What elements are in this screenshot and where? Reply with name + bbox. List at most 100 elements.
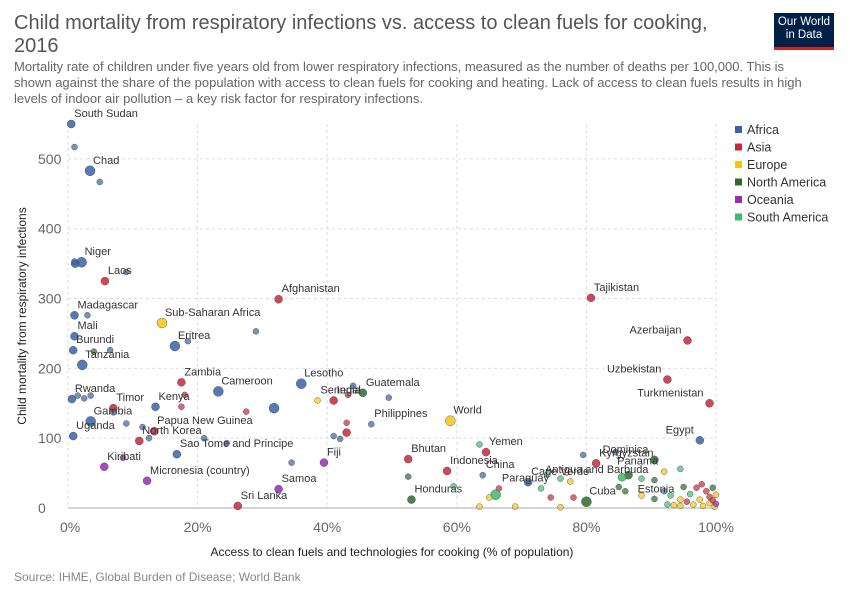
data-point [445,415,456,426]
data-point [84,165,96,176]
point-label: Egypt [666,424,694,436]
data-point [119,454,127,461]
point-label: Samoa [282,473,318,485]
data-point [106,347,114,354]
point-label: Kenya [158,391,190,403]
data-point [660,468,668,475]
data-point [349,382,357,390]
source-note: Source: IHME, Global Burden of Disease; … [14,570,301,584]
point-label: Lesotho [304,368,343,380]
point-label: Chad [93,155,119,167]
data-point [87,392,94,399]
chart-title: Child mortality from respiratory infecti… [14,12,708,57]
data-point [544,471,551,478]
point-label: Laos [108,265,132,277]
data-point [233,501,242,511]
data-point [67,394,77,404]
data-point [511,503,519,510]
data-point [450,483,457,490]
legend-swatch [735,213,742,221]
point-label: Guatemala [366,377,421,389]
point-label: Kiribati [107,451,141,463]
point-label: Antigua and Barbuda [545,464,649,476]
point-label: Philippines [374,408,428,420]
data-point [591,459,601,468]
legend-label: Africa [747,123,779,137]
legend-swatch [735,161,742,168]
data-point [537,485,545,492]
data-point [690,501,697,508]
data-point [703,488,710,495]
gridlines [67,124,717,509]
data-point [181,391,188,399]
data-point [71,258,78,265]
y-tick-label: 200 [38,360,62,376]
data-point [698,481,705,488]
data-point [523,477,533,487]
legend-label: North America [747,176,826,190]
data-point [705,399,714,408]
data-point [650,455,659,465]
data-point [252,328,260,335]
point-label: Mali [77,320,97,332]
data-point [617,473,627,482]
data-point [68,431,78,441]
data-point [213,386,224,397]
data-point [683,498,691,505]
legend: Africa Asia Europe North America Oceania Sout… [735,123,828,225]
data-point [184,337,192,345]
point-label: India [337,384,362,396]
data-point [67,119,76,129]
data-point [651,495,658,503]
y-tick-label: 500 [38,151,62,167]
data-point [663,375,672,384]
data-point [709,484,716,491]
data-point [149,427,159,436]
x-tick-label: 20% [184,519,212,535]
y-axis-title: Child mortality from respiratory infecti… [15,207,29,424]
data-point [70,311,79,320]
point-label: South Sudan [74,108,138,120]
data-point [557,504,564,511]
legend-label: Europe [747,158,787,172]
data-point [274,295,283,304]
data-point [319,458,329,467]
legend-swatch [735,178,742,186]
point-label: Tajikistan [594,282,639,294]
data-point [481,447,491,457]
data-point [223,439,230,447]
data-point [385,394,392,401]
logo-line1: Our World [777,16,831,28]
legend-swatch [735,196,742,203]
data-point [156,317,168,329]
legend-swatch [735,143,742,151]
data-point [586,293,596,303]
x-axis-title: Access to clean fuels and technologies f… [211,545,574,559]
data-point [80,395,88,402]
y-tick-label: 100 [38,430,62,446]
data-point [77,359,88,371]
point-label: Bhutan [411,443,446,455]
x-tick-label: 60% [443,519,471,535]
data-point [151,402,160,411]
data-point [123,420,130,427]
point-labels: South Sudan Chad Niger Laos Afghanistan Tajik… [74,108,703,502]
data-point [110,409,117,416]
point-label: Estonia [638,484,676,496]
point-label: Afghanistan [282,283,340,295]
data-point [651,476,658,484]
point-label: Senegal [320,384,360,396]
data-point [680,483,687,491]
point-label: Sao Tome and Principe [180,438,294,450]
data-point [100,276,110,286]
point-label: Tanzania [85,349,130,361]
data-point [579,451,587,459]
data-point [667,492,674,499]
owid-logo[interactable]: Our World in Data [774,13,834,50]
data-point [660,488,668,495]
point-label: Indonesia [450,455,499,467]
data-point [200,434,208,442]
y-tick-label: 400 [38,221,62,237]
data-point [145,434,153,442]
axes: 0 100 200 300 400 500 0% 20% 40% 60% 80% 100% [38,151,734,535]
